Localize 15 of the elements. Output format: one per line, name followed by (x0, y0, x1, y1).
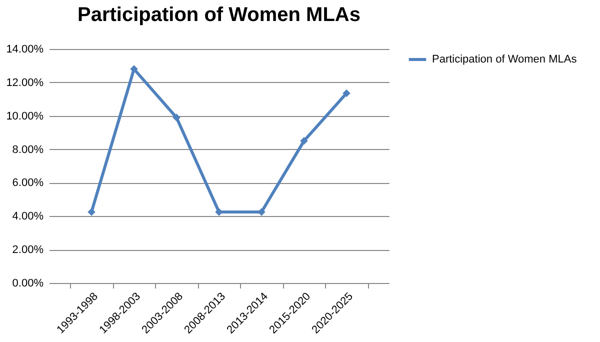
y-tick-label: 4.00% (12, 210, 44, 223)
point (88, 208, 96, 216)
y-tick-label: 12.00% (6, 76, 44, 89)
y-tick-label: 8.00% (12, 144, 44, 156)
legend-label: Participation of Women MLAs (432, 54, 578, 66)
point (300, 137, 308, 145)
point (130, 65, 138, 73)
y-tick-label: 2.00% (12, 244, 44, 256)
point (172, 114, 180, 122)
y-tick-label: 6.00% (12, 177, 44, 190)
chart-title: Participation of Women MLAs (78, 4, 360, 26)
y-tick-label: 14.00% (6, 44, 44, 56)
y-tick-label: 0.00% (12, 278, 44, 290)
point (342, 89, 350, 98)
y-tick-label: 10.00% (6, 110, 44, 122)
